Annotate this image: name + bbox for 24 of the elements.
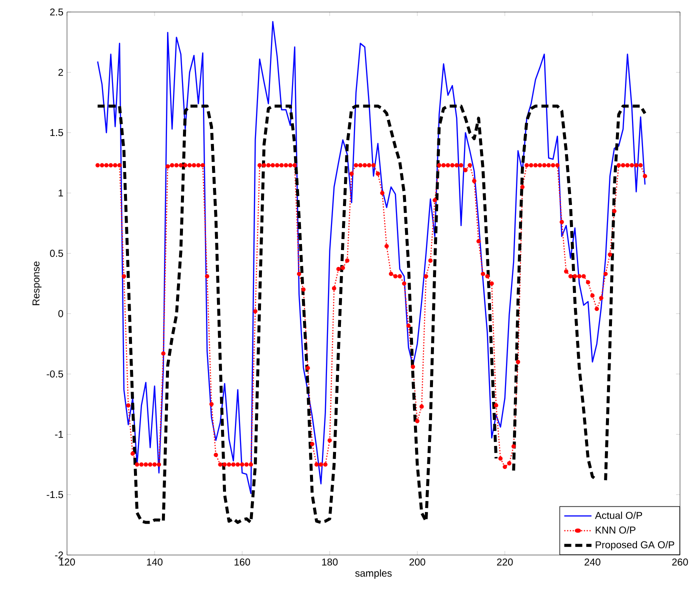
x-tick-label: 160 [234,558,250,566]
x-tick-label: 200 [409,558,426,566]
y-tick-label: -2 [55,552,63,558]
legend-label: KNN O/P [596,526,636,534]
x-tick-label: 120 [59,558,75,566]
y-tick-label: -1 [55,430,63,438]
y-tick-label: -1.5 [46,491,64,498]
line-series [97,21,646,494]
x-tick-label: 140 [147,558,162,566]
y-tick-label: 1.5 [50,129,64,136]
x-tick-label: 220 [497,558,513,566]
y-axis-title: Response [32,262,42,306]
x-axis-title: samples [355,569,392,579]
y-tick-label: 2.5 [50,8,64,16]
x-tick-label: 260 [672,558,688,566]
x-tick-label: 240 [584,558,600,566]
x-tick-label: 180 [322,558,338,566]
legend-label: Proposed GA O/P [596,540,674,550]
y-tick-label: 1 [58,190,63,196]
y-tick-label: 0 [58,310,64,318]
y-tick-label: -0.5 [46,370,64,378]
y-tick-label: 0.5 [50,250,64,257]
legend-label: Actual O/P [594,512,642,519]
y-tick-label: 2 [58,68,63,76]
